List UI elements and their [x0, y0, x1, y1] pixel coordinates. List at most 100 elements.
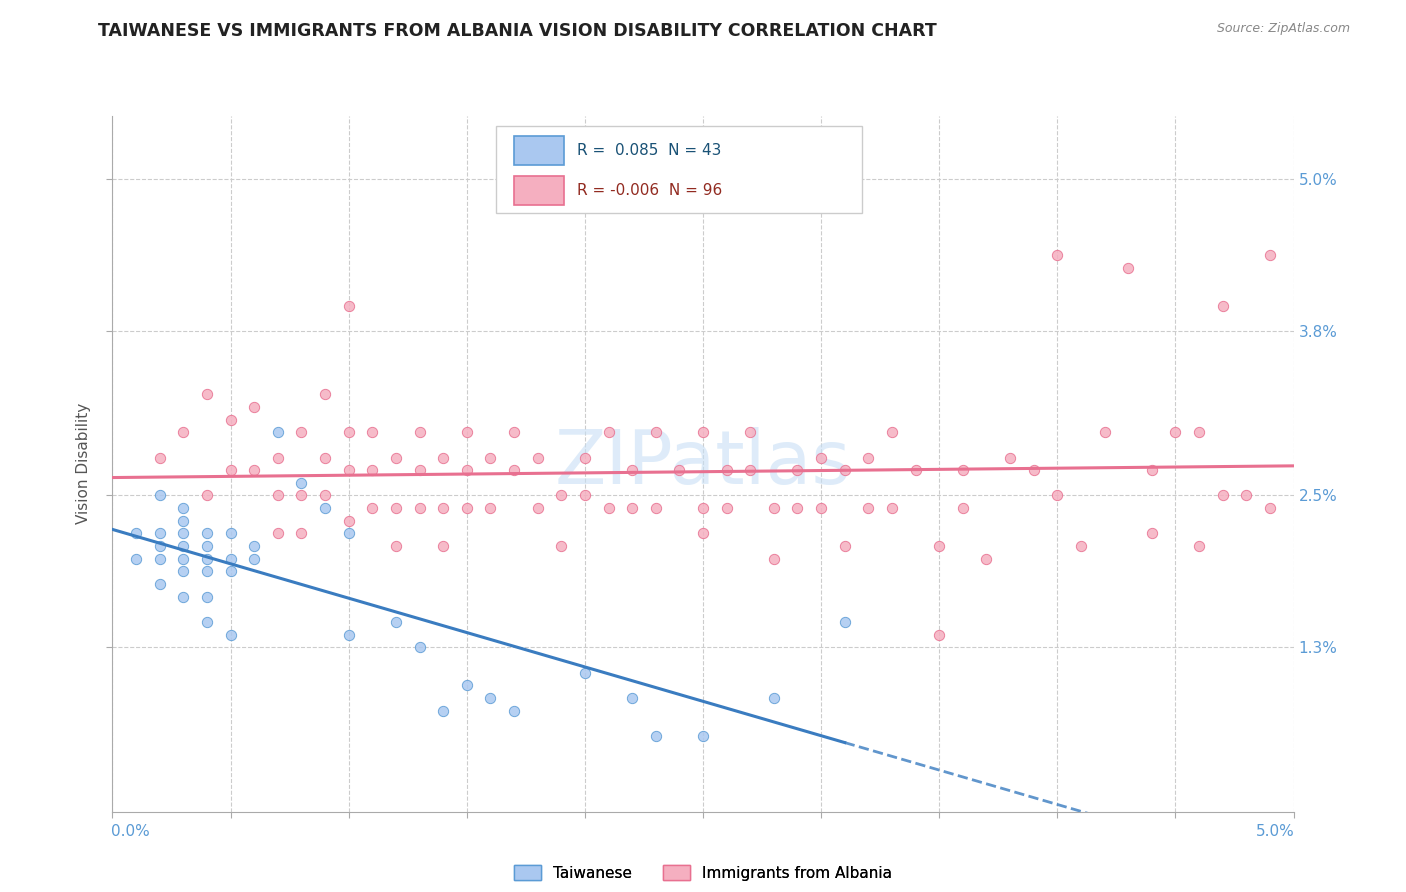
Point [195, 539, 218, 553]
Point [243, 400, 266, 414]
Point [385, 539, 408, 553]
Point [219, 412, 242, 426]
Point [432, 450, 454, 465]
Point [361, 463, 384, 477]
Point [219, 565, 242, 579]
Point [762, 501, 785, 516]
Point [1212, 488, 1234, 502]
Point [904, 463, 927, 477]
Text: 5.0%: 5.0% [1256, 824, 1295, 839]
Point [314, 488, 336, 502]
Point [550, 539, 572, 553]
Point [456, 425, 478, 440]
Point [928, 627, 950, 641]
Point [267, 450, 290, 465]
Point [290, 425, 312, 440]
Text: Source: ZipAtlas.com: Source: ZipAtlas.com [1216, 22, 1350, 36]
Text: 0.0%: 0.0% [111, 824, 150, 839]
Point [195, 526, 218, 541]
Point [952, 463, 974, 477]
Point [574, 665, 596, 680]
Point [1212, 299, 1234, 313]
Point [267, 488, 290, 502]
Point [456, 678, 478, 692]
Point [125, 526, 148, 541]
FancyBboxPatch shape [515, 176, 564, 205]
Point [976, 551, 998, 566]
Point [1116, 260, 1139, 275]
Point [243, 551, 266, 566]
Point [810, 501, 832, 516]
Point [243, 463, 266, 477]
Point [834, 463, 856, 477]
Point [644, 729, 666, 743]
Point [290, 526, 312, 541]
Point [219, 526, 242, 541]
Point [1094, 425, 1116, 440]
Point [668, 463, 690, 477]
Point [1046, 248, 1069, 262]
Point [290, 475, 312, 490]
Point [408, 425, 430, 440]
Point [1046, 488, 1069, 502]
Point [195, 565, 218, 579]
Point [928, 539, 950, 553]
Point [503, 463, 526, 477]
Point [408, 463, 430, 477]
Point [1164, 425, 1187, 440]
Point [432, 704, 454, 718]
Point [337, 299, 360, 313]
Point [149, 488, 172, 502]
Point [644, 501, 666, 516]
Point [172, 425, 194, 440]
Point [1188, 425, 1211, 440]
Point [432, 501, 454, 516]
Point [810, 450, 832, 465]
Point [337, 463, 360, 477]
Point [1188, 539, 1211, 553]
Point [172, 501, 194, 516]
Y-axis label: Vision Disability: Vision Disability [76, 403, 91, 524]
Point [858, 450, 880, 465]
Point [526, 501, 548, 516]
Point [337, 526, 360, 541]
Point [172, 539, 194, 553]
Point [786, 501, 808, 516]
Point [172, 526, 194, 541]
Point [408, 640, 430, 655]
Point [432, 539, 454, 553]
Point [692, 425, 714, 440]
Point [858, 501, 880, 516]
Point [526, 450, 548, 465]
Point [314, 450, 336, 465]
Point [740, 463, 762, 477]
Point [692, 501, 714, 516]
Point [621, 501, 644, 516]
Point [385, 501, 408, 516]
Text: TAIWANESE VS IMMIGRANTS FROM ALBANIA VISION DISABILITY CORRELATION CHART: TAIWANESE VS IMMIGRANTS FROM ALBANIA VIS… [98, 22, 938, 40]
Point [598, 425, 620, 440]
Point [195, 488, 218, 502]
Point [1070, 539, 1092, 553]
Point [716, 463, 738, 477]
Point [314, 387, 336, 401]
Text: R =  0.085  N = 43: R = 0.085 N = 43 [576, 143, 721, 158]
Point [834, 539, 856, 553]
Text: R = -0.006  N = 96: R = -0.006 N = 96 [576, 183, 721, 198]
Point [385, 450, 408, 465]
Point [598, 501, 620, 516]
Point [1140, 526, 1163, 541]
Point [172, 565, 194, 579]
Point [1258, 501, 1281, 516]
Point [479, 501, 502, 516]
Point [337, 425, 360, 440]
Point [692, 526, 714, 541]
Point [1140, 463, 1163, 477]
Point [998, 450, 1021, 465]
Point [574, 450, 596, 465]
Point [762, 551, 785, 566]
Point [503, 704, 526, 718]
Point [361, 425, 384, 440]
FancyBboxPatch shape [496, 127, 862, 213]
Point [195, 615, 218, 629]
